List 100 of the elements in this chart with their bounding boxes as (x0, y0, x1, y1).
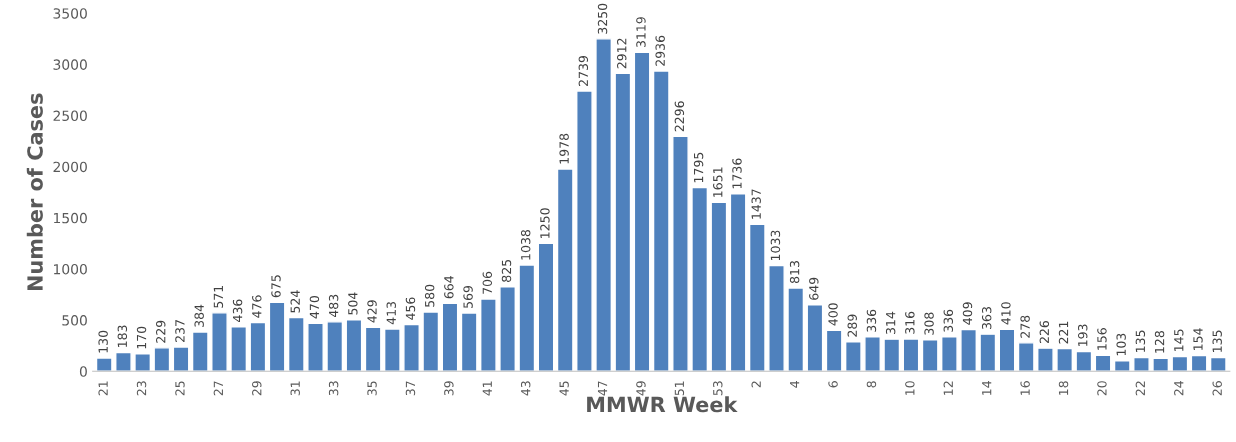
x-tick-label: 49 (636, 381, 646, 396)
bar (191, 331, 209, 372)
bar (864, 336, 881, 372)
data-label: 436 (232, 299, 243, 322)
data-label: 649 (809, 277, 819, 300)
x-tick-label: 18 (1058, 381, 1069, 395)
data-label: 336 (866, 309, 877, 332)
bar (1056, 347, 1074, 372)
x-tick-label: 35 (367, 381, 377, 396)
bar (326, 321, 344, 372)
bar (710, 201, 728, 372)
bar (883, 338, 901, 372)
data-label: 1978 (559, 133, 569, 164)
x-tick-label: 51 (674, 381, 685, 396)
data-label: 1651 (713, 167, 723, 197)
bar (364, 326, 382, 372)
y-tick-label: 500 (62, 315, 87, 326)
data-label: 145 (1174, 329, 1184, 351)
data-label: 229 (156, 320, 166, 343)
y-tick-label: 2500 (53, 110, 87, 122)
bar (1190, 354, 1208, 372)
bar (844, 341, 862, 372)
x-tick-label: 39 (444, 381, 454, 396)
data-label: 470 (309, 296, 320, 319)
data-label: 400 (828, 303, 838, 326)
x-tick-label: 41 (482, 381, 492, 396)
x-tick-label: 8 (866, 381, 877, 388)
bar (230, 325, 248, 372)
bar (537, 242, 555, 372)
x-tick-label: 33 (328, 381, 339, 396)
bar (1209, 356, 1227, 372)
data-label: 571 (213, 286, 224, 308)
data-label: 278 (1020, 315, 1030, 338)
y-tick-label: 1500 (54, 212, 87, 224)
data-label: 336 (943, 309, 954, 332)
x-tick-label: 10 (905, 381, 915, 395)
data-label: 154 (1193, 328, 1203, 350)
data-label: 410 (1001, 302, 1011, 325)
data-label: 316 (905, 311, 915, 334)
bar (307, 322, 324, 372)
x-axis-title: MMWR Week (587, 396, 738, 413)
bar (345, 319, 363, 372)
bar (825, 329, 843, 372)
data-label: 2739 (578, 56, 589, 87)
data-label: 226 (1039, 320, 1050, 344)
bar (115, 351, 132, 372)
y-tick-label: 1000 (54, 263, 87, 275)
bar (134, 353, 152, 372)
data-label: 1736 (732, 158, 742, 189)
bar (787, 287, 805, 372)
x-tick-label: 27 (213, 381, 223, 396)
data-label: 476 (252, 295, 262, 318)
bar (460, 312, 478, 372)
x-tick-label: 20 (1097, 381, 1107, 396)
data-label: 706 (482, 271, 493, 294)
data-label: 409 (962, 302, 973, 325)
data-label: 363 (981, 307, 992, 330)
data-label: 128 (1154, 331, 1165, 353)
bar (1037, 347, 1054, 372)
bar (1094, 354, 1112, 372)
bar (960, 328, 977, 372)
bar (441, 302, 459, 372)
x-tick-label: 14 (982, 381, 992, 395)
data-label: 170 (136, 326, 147, 349)
data-label: 156 (1097, 328, 1107, 350)
bar (979, 333, 997, 372)
bar (614, 72, 632, 372)
x-tick-label: 2 (751, 381, 761, 388)
x-tick-label: 53 (713, 381, 723, 396)
bar (287, 316, 305, 372)
data-label: 504 (348, 292, 358, 315)
bar (268, 301, 286, 372)
x-tick-label: 22 (1135, 381, 1145, 396)
data-label: 183 (117, 325, 128, 348)
bar (403, 323, 420, 372)
data-label: 1038 (520, 229, 531, 260)
bar (633, 51, 651, 372)
bar (249, 321, 267, 372)
data-label: 1250 (540, 208, 550, 238)
data-label: 221 (1058, 321, 1069, 344)
data-label: 675 (271, 275, 281, 298)
bar (1152, 357, 1170, 372)
data-label: 483 (328, 294, 339, 318)
data-label: 2296 (674, 101, 685, 132)
data-label: 314 (885, 311, 896, 335)
bar (768, 264, 785, 372)
x-tick-label: 12 (943, 381, 953, 395)
x-tick-label: 25 (175, 381, 185, 396)
bar (95, 357, 113, 372)
bar (998, 328, 1016, 372)
data-label: 193 (1078, 324, 1088, 346)
data-label: 429 (367, 300, 377, 323)
x-tick-label: 24 (1174, 381, 1184, 396)
x-tick-label: 26 (1212, 381, 1222, 396)
bar (1171, 355, 1189, 372)
x-tick-label: 43 (520, 381, 531, 396)
data-label: 1033 (770, 230, 781, 261)
data-label: 2912 (617, 38, 627, 69)
data-label: 580 (424, 284, 435, 307)
x-tick-label: 6 (828, 381, 838, 388)
